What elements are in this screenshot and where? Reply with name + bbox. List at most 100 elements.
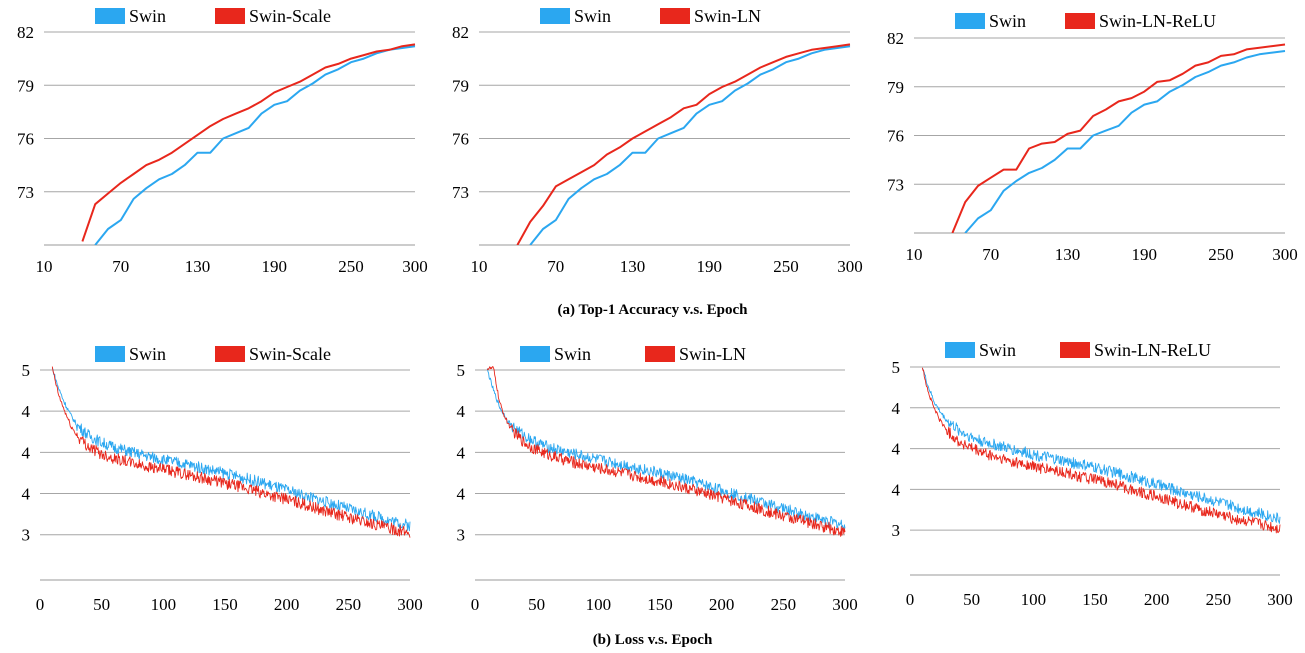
legend-label-swin-scale: Swin-Scale <box>249 344 331 364</box>
loss-chart-swin-scale: 3 4 4 4 5 0 50 100 150 200 250 300 Swin Swin-Scale <box>0 330 430 620</box>
x-tick-label: 0 <box>471 595 480 614</box>
legend-swatch-swin-ln <box>660 8 690 24</box>
y-tick-label: 73 <box>17 183 34 202</box>
x-tick-label: 100 <box>1021 590 1047 609</box>
series-line-swin <box>486 368 846 531</box>
y-tick-label: 82 <box>887 29 904 48</box>
x-tick-label: 50 <box>528 595 545 614</box>
loss-chart-swin-ln: 3 4 4 4 5 0 50 100 150 200 250 300 Swin Swin-LN <box>435 330 865 620</box>
legend-label-swin: Swin <box>979 340 1016 360</box>
series-line-swin-ln <box>516 43 851 245</box>
legend-label-swin: Swin <box>129 344 166 364</box>
y-tick-label: 73 <box>452 183 469 202</box>
series-line-swin <box>51 367 411 532</box>
series-line-swin <box>964 50 1286 233</box>
accuracy-chart-swin-scale: 73 76 79 82 10 70 130 190 250 300 Swin Swin-Scale <box>0 0 430 300</box>
legend-swatch-swin <box>95 8 125 24</box>
loss-caption: (b) Loss v.s. Epoch <box>592 632 713 648</box>
legend-label-swin-ln-relu: Swin-LN-ReLU <box>1099 11 1216 31</box>
accuracy-chart-swin-ln: 73 76 79 82 10 70 130 190 250 300 Swin Swin-LN <box>435 0 865 300</box>
y-tick-label: 79 <box>452 76 469 95</box>
legend-label-swin-scale: Swin-Scale <box>249 6 331 26</box>
x-tick-label: 0 <box>906 590 915 609</box>
series-line-swin-scale <box>51 366 411 538</box>
legend-swatch-swin-ln-relu <box>1060 342 1090 358</box>
x-tick-label: 70 <box>982 245 999 264</box>
legend-label-swin: Swin <box>554 344 591 364</box>
y-tick-label: 3 <box>22 526 31 545</box>
x-tick-label: 10 <box>36 257 53 276</box>
accuracy-caption: (a) Top-1 Accuracy v.s. Epoch <box>557 302 748 318</box>
y-tick-label: 82 <box>17 23 34 42</box>
series-line-swin-ln-relu <box>921 367 1281 534</box>
series-line-swin <box>94 45 416 245</box>
x-tick-label: 250 <box>336 595 362 614</box>
y-tick-label: 4 <box>457 443 466 462</box>
x-tick-label: 200 <box>274 595 300 614</box>
y-tick-label: 76 <box>452 130 469 149</box>
x-tick-label: 150 <box>1082 590 1108 609</box>
legend-swatch-swin <box>955 13 985 29</box>
y-tick-label: 4 <box>892 399 901 418</box>
legend-swatch-swin-scale <box>215 346 245 362</box>
legend-swatch-swin <box>95 346 125 362</box>
x-tick-label: 130 <box>620 257 646 276</box>
loss-chart-swin-ln-relu: 3 4 4 4 5 0 50 100 150 200 250 300 Swin Swin-LN-ReLU <box>870 330 1300 620</box>
legend-label-swin-ln: Swin-LN <box>694 6 761 26</box>
series-line-swin-ln <box>486 366 846 537</box>
accuracy-chart-swin-ln-svg: 73 76 79 82 10 70 130 190 250 300 Swin Swin-LN <box>452 6 863 276</box>
x-tick-label: 300 <box>837 257 863 276</box>
legend-swatch-swin-ln <box>645 346 675 362</box>
x-tick-label: 10 <box>471 257 488 276</box>
x-tick-label: 100 <box>586 595 612 614</box>
y-tick-label: 4 <box>457 402 466 421</box>
legend-label-swin-ln-relu: Swin-LN-ReLU <box>1094 340 1211 360</box>
y-tick-label: 4 <box>892 440 901 459</box>
x-tick-label: 190 <box>1132 245 1158 264</box>
x-tick-label: 300 <box>832 595 858 614</box>
series-line-swin-scale <box>81 43 416 242</box>
x-tick-label: 250 <box>771 595 797 614</box>
legend-swatch-swin-ln-relu <box>1065 13 1095 29</box>
x-tick-label: 0 <box>36 595 45 614</box>
y-tick-label: 73 <box>887 175 904 194</box>
x-tick-label: 250 <box>773 257 799 276</box>
x-tick-label: 150 <box>212 595 238 614</box>
accuracy-chart-swin-scale-svg: 73 76 79 82 10 70 130 190 250 300 Swin Swin-Scale <box>17 6 428 276</box>
y-tick-label: 4 <box>22 485 31 504</box>
legend-swatch-swin <box>520 346 550 362</box>
series-line-swin-ln-relu <box>951 43 1286 233</box>
x-tick-label: 10 <box>906 245 923 264</box>
legend-label-swin: Swin <box>574 6 611 26</box>
y-tick-label: 5 <box>457 361 466 380</box>
x-tick-label: 190 <box>262 257 288 276</box>
x-tick-label: 300 <box>1272 245 1298 264</box>
x-tick-label: 70 <box>112 257 129 276</box>
legend-swatch-swin <box>945 342 975 358</box>
y-tick-label: 5 <box>892 358 901 377</box>
series-line-swin <box>922 368 1281 524</box>
accuracy-chart-swin-ln-relu: 73 76 79 82 10 70 130 190 250 300 Swin Swin-LN-ReLU <box>870 0 1300 300</box>
y-tick-label: 3 <box>892 521 901 540</box>
x-tick-label: 70 <box>547 257 564 276</box>
x-tick-label: 300 <box>402 257 428 276</box>
accuracy-chart-swin-ln-relu-svg: 73 76 79 82 10 70 130 190 250 300 Swin Swin-LN-ReLU <box>887 11 1298 264</box>
x-tick-label: 250 <box>1206 590 1232 609</box>
x-tick-label: 50 <box>963 590 980 609</box>
x-tick-label: 300 <box>397 595 423 614</box>
y-tick-label: 4 <box>22 443 31 462</box>
y-tick-label: 76 <box>17 130 34 149</box>
legend-label-swin: Swin <box>129 6 166 26</box>
y-tick-label: 4 <box>22 402 31 421</box>
legend-swatch-swin <box>540 8 570 24</box>
y-tick-label: 5 <box>22 361 31 380</box>
x-tick-label: 250 <box>1208 245 1234 264</box>
y-tick-label: 79 <box>17 76 34 95</box>
legend-swatch-swin-scale <box>215 8 245 24</box>
x-tick-label: 150 <box>647 595 673 614</box>
legend-label-swin: Swin <box>989 11 1026 31</box>
x-tick-label: 130 <box>1055 245 1081 264</box>
y-tick-label: 3 <box>457 526 466 545</box>
